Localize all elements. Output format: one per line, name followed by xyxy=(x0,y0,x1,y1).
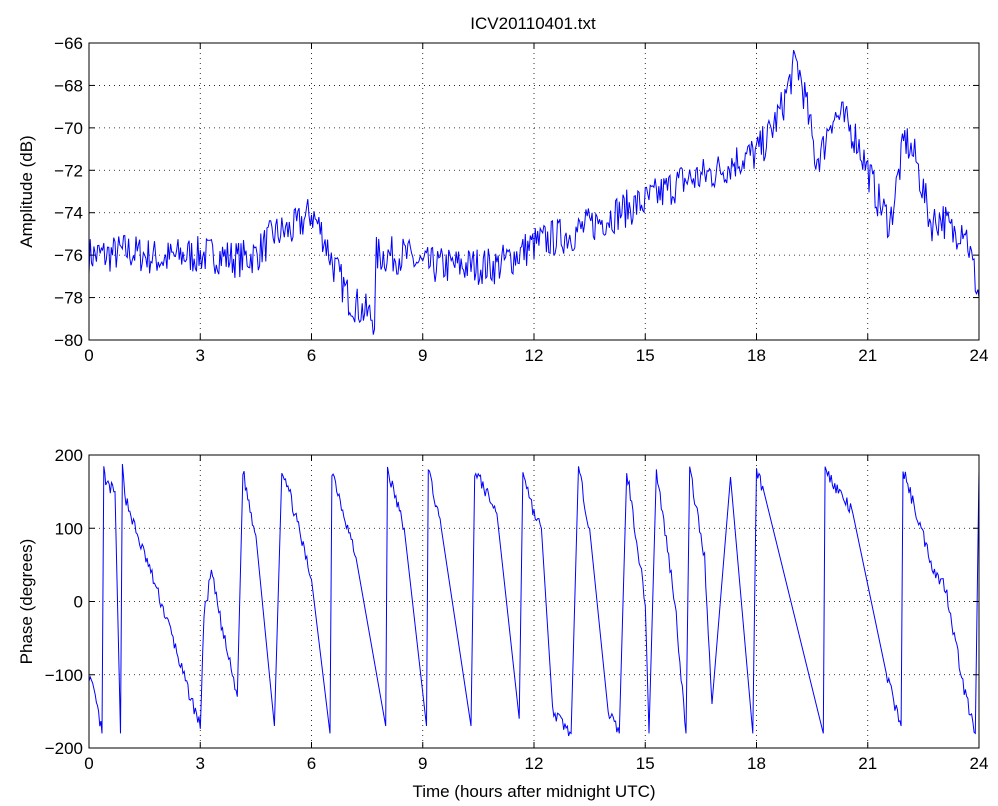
amplitude-x-tick-label: 3 xyxy=(196,346,205,365)
amplitude-y-tick-label: −78 xyxy=(54,289,83,308)
amplitude-y-tick-label: −70 xyxy=(54,119,83,138)
phase-x-tick-label: 18 xyxy=(747,754,766,773)
phase-y-tick-label: −200 xyxy=(45,739,83,758)
figure-title: ICV20110401.txt xyxy=(470,14,596,33)
amplitude-y-tick-label: −74 xyxy=(54,204,83,223)
amplitude-y-tick-label: −72 xyxy=(54,161,83,180)
amplitude-x-tick-label: 15 xyxy=(636,346,655,365)
amplitude-y-tick-label: −76 xyxy=(54,246,83,265)
phase-series-line xyxy=(89,463,979,737)
phase-panel: 0 3 6 9 12 15 18 21 24 −200 −100 0 100 200 Phase (degr… xyxy=(17,446,988,801)
amplitude-series-line xyxy=(89,49,979,335)
amplitude-y-axis-label: Amplitude (dB) xyxy=(17,135,36,247)
amplitude-y-tick-label: −68 xyxy=(54,76,83,95)
phase-x-tick-label: 15 xyxy=(636,754,655,773)
amplitude-x-tick-label: 0 xyxy=(84,346,93,365)
phase-x-tick-label: 24 xyxy=(970,754,989,773)
amplitude-panel: 0 3 6 9 12 15 18 21 24 −80 −78 −76 −74 −72 −70 −68 −66 Am… xyxy=(17,34,988,365)
phase-y-tick-label: −100 xyxy=(45,666,83,685)
phase-x-tick-label: 0 xyxy=(84,754,93,773)
amplitude-x-tick-label: 18 xyxy=(747,346,766,365)
phase-x-tick-label: 9 xyxy=(418,754,427,773)
amplitude-x-tick-label: 12 xyxy=(525,346,544,365)
amplitude-plot-area xyxy=(89,43,979,340)
amplitude-y-tick-label: −66 xyxy=(54,34,83,53)
phase-y-axis-label: Phase (degrees) xyxy=(17,539,36,665)
phase-x-tick-label: 21 xyxy=(858,754,877,773)
phase-y-tick-label: 0 xyxy=(74,593,83,612)
phase-x-axis-label: Time (hours after midnight UTC) xyxy=(412,782,655,801)
amplitude-x-tick-label: 9 xyxy=(418,346,427,365)
amplitude-x-tick-label: 24 xyxy=(970,346,989,365)
phase-x-tick-label: 6 xyxy=(307,754,316,773)
phase-y-tick-label: 200 xyxy=(55,446,83,465)
phase-x-tick-label: 12 xyxy=(525,754,544,773)
phase-x-tick-label: 3 xyxy=(196,754,205,773)
amplitude-y-tick-label: −80 xyxy=(54,331,83,350)
phase-y-tick-label: 100 xyxy=(55,519,83,538)
amplitude-x-tick-label: 21 xyxy=(858,346,877,365)
amplitude-x-tick-label: 6 xyxy=(307,346,316,365)
